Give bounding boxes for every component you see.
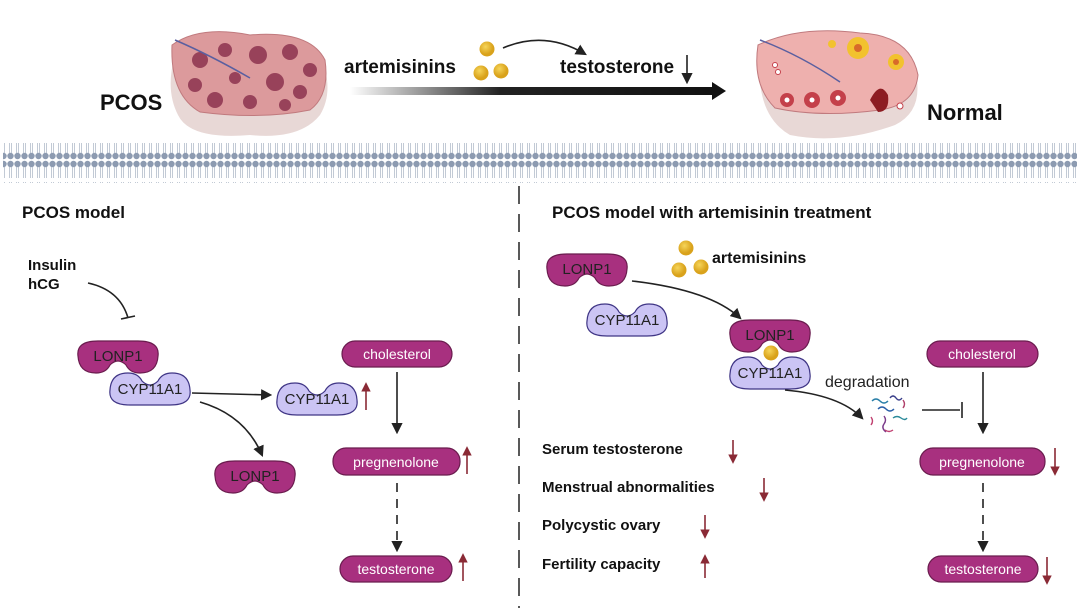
cell-membrane [3, 143, 1077, 183]
left-panel-title: PCOS model [22, 203, 125, 222]
lonp1-label: LONP1 [562, 261, 611, 278]
right-drug-label: artemisinins [712, 250, 806, 267]
testosterone-label: testosterone [357, 561, 434, 577]
outcome-serum-testosterone: Serum testosterone [542, 441, 683, 458]
pathway-testosterone: testosterone [927, 555, 1039, 583]
testosterone-label: testosterone [944, 561, 1021, 577]
lonp1-protein: LONP1 [77, 340, 159, 374]
top-effect-label: testosterone [560, 57, 674, 78]
pcos-ovary-illustration [170, 31, 328, 136]
cyp11a1-free-protein: CYP11A1 [276, 382, 358, 416]
cyp11a1-protein: CYP11A1 [586, 303, 668, 337]
outcome-polycystic-ovary: Polycystic ovary [542, 517, 661, 534]
top-drug-label: artemisinins [344, 57, 456, 78]
lonp1-protein: LONP1 [546, 253, 628, 287]
pregnenolone-label: pregnenolone [939, 454, 1025, 470]
arrow [784, 389, 864, 420]
outcome-fertility-capacity: Fertility capacity [542, 556, 661, 573]
curved-arrow [502, 39, 587, 56]
pathway-testosterone: testosterone [339, 555, 453, 583]
artemisinin-molecules-icon [473, 41, 509, 81]
cyp11a1-label: CYP11A1 [595, 312, 660, 329]
stimulus-insulin: Insulin [28, 257, 76, 274]
pathway-pregnenolone: pregnenolone [332, 447, 461, 476]
cholesterol-label: cholesterol [948, 346, 1016, 362]
outcome-menstrual-abnormalities: Menstrual abnormalities [542, 479, 715, 496]
pathway-pregnenolone: pregnenolone [919, 447, 1046, 476]
arrow [191, 389, 273, 401]
stimulus-hcg: hCG [28, 276, 60, 293]
right-panel-title: PCOS model with artemisinin treatment [552, 203, 872, 222]
big-treatment-arrow [350, 82, 726, 100]
degraded-fragments-icon [870, 395, 908, 433]
cholesterol-label: cholesterol [363, 346, 431, 362]
pathway-cholesterol: cholesterol [926, 340, 1039, 368]
degradation-label: degradation [825, 374, 910, 391]
pcos-label: PCOS [100, 90, 162, 115]
cyp11a1-label: CYP11A1 [285, 391, 350, 408]
normal-ovary-illustration [756, 30, 919, 139]
lonp1-free-protein: LONP1 [214, 460, 296, 494]
outcomes-list: Serum testosterone Menstrual abnormaliti… [542, 440, 769, 578]
normal-label: Normal [927, 100, 1003, 125]
lonp1-label: LONP1 [93, 348, 142, 365]
lonp1-cyp11a1-artemisinin-complex: CYP11A1 LONP1 [729, 319, 811, 390]
lonp1-label: LONP1 [745, 327, 794, 344]
inhibition-bar [120, 315, 136, 320]
artemisinin-molecules-icon [671, 240, 709, 278]
pathway-cholesterol: cholesterol [341, 340, 453, 368]
cyp11a1-label: CYP11A1 [118, 381, 183, 398]
arrow [631, 280, 742, 320]
cyp11a1-label: CYP11A1 [738, 365, 803, 382]
arrow [199, 401, 264, 458]
lonp1-label: LONP1 [230, 468, 279, 485]
pregnenolone-label: pregnenolone [353, 454, 439, 470]
cyp11a1-protein: CYP11A1 [109, 372, 191, 406]
inhibition-arrow [87, 282, 129, 319]
